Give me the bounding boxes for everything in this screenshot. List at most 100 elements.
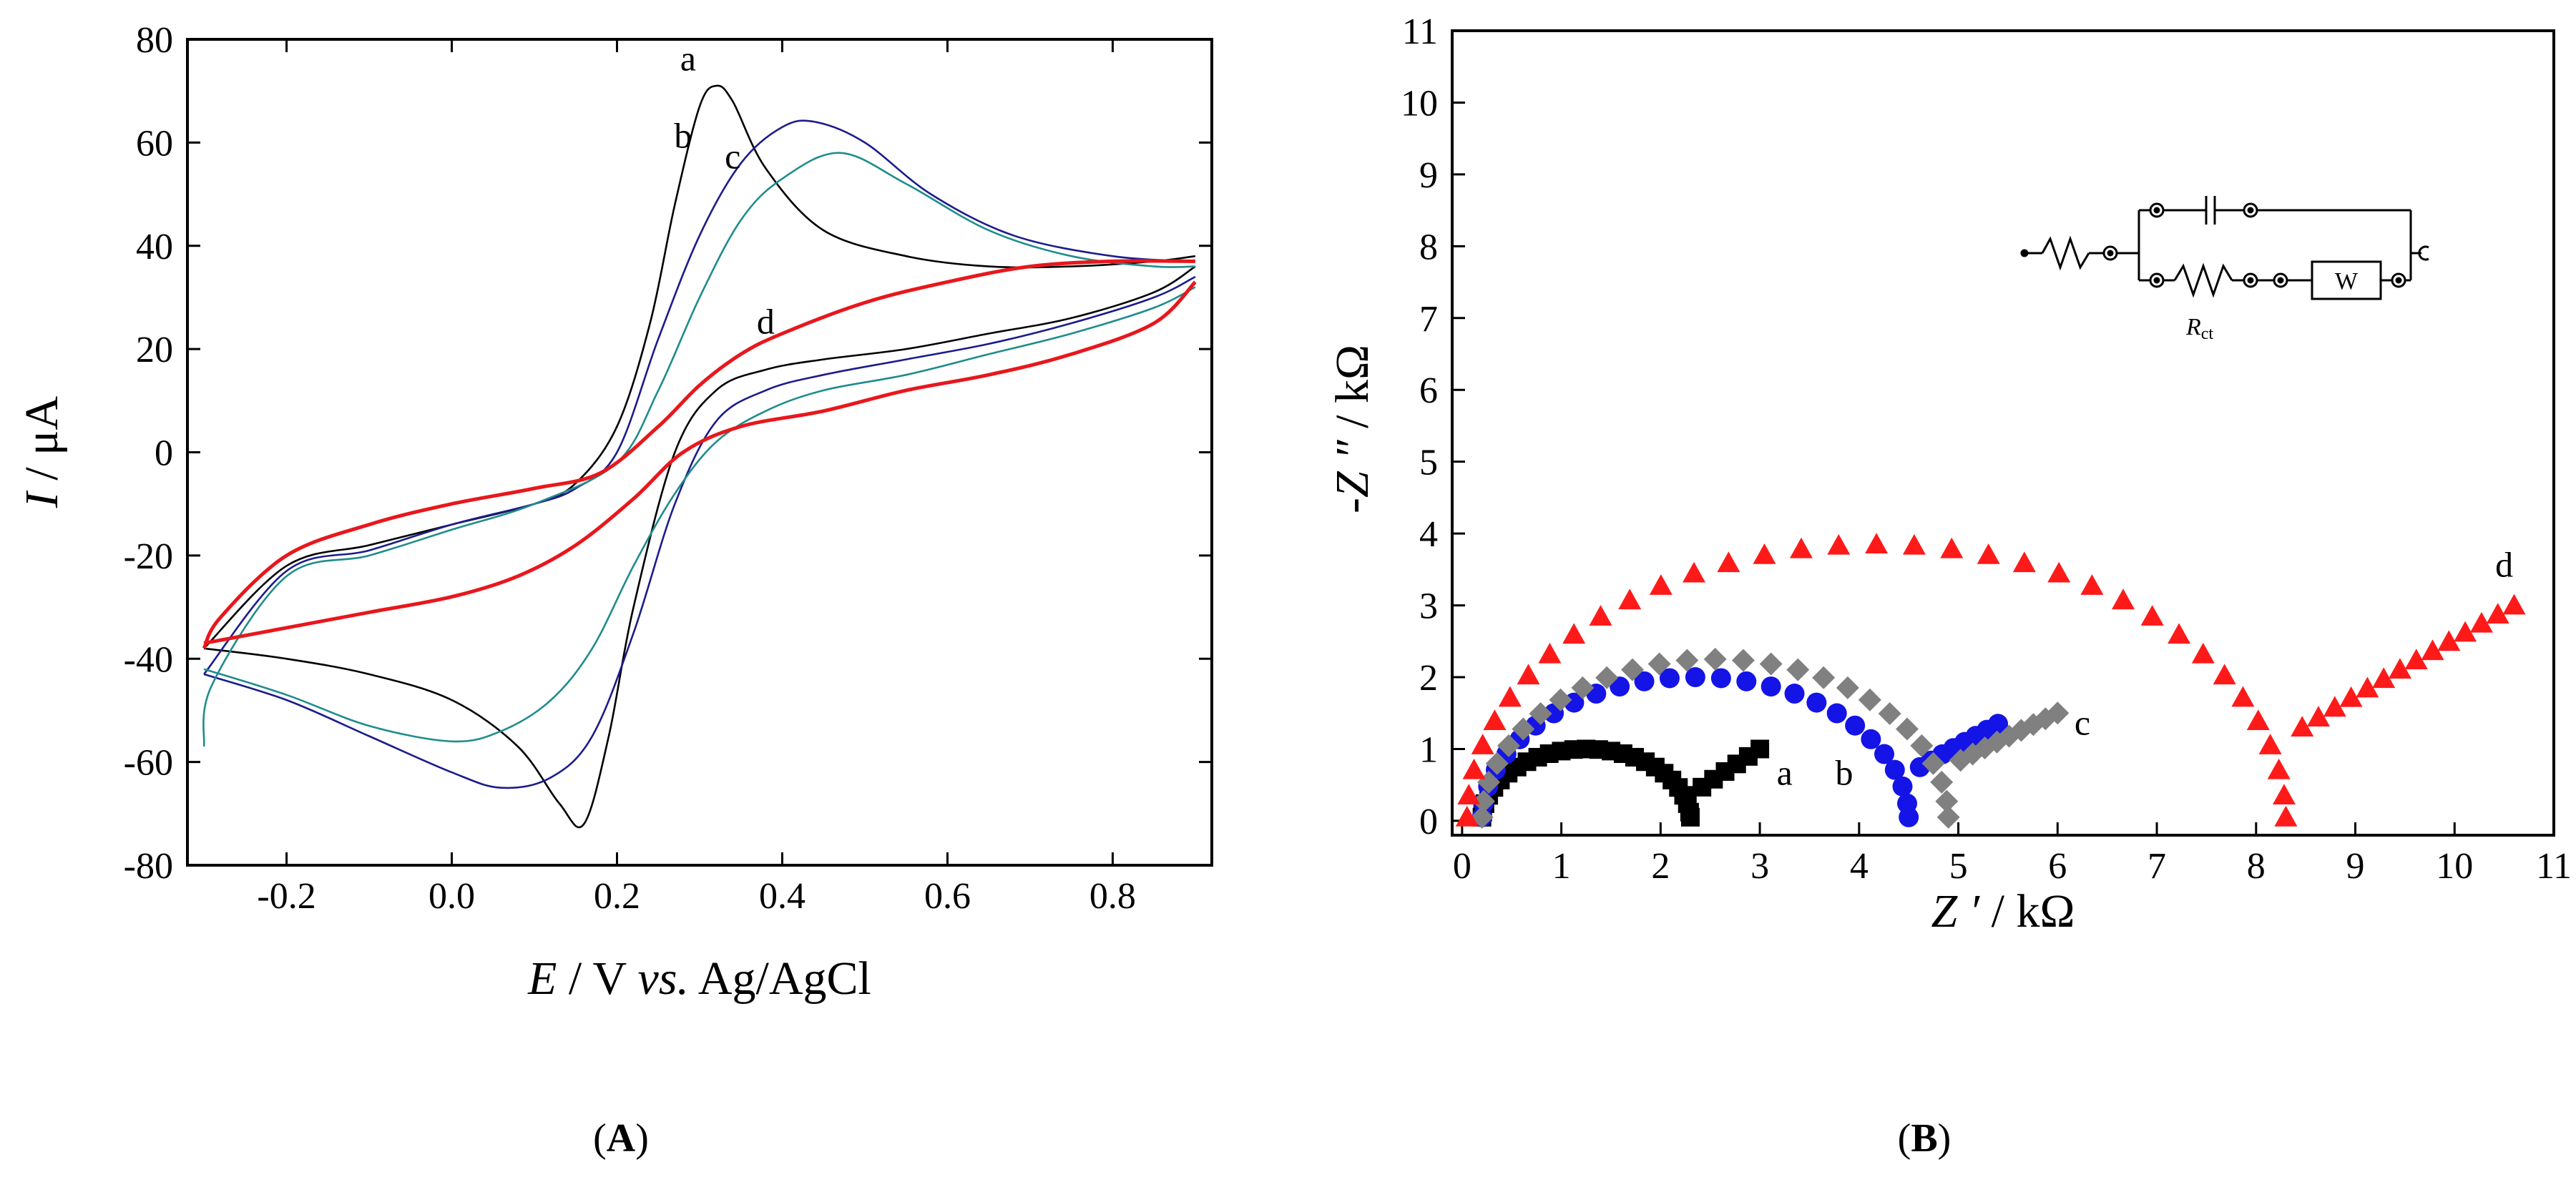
eis-point-d	[1902, 533, 1926, 555]
eis-y-axis-title: -Z ″ / kΩ	[1326, 345, 1378, 513]
eis-point-c	[2046, 701, 2070, 725]
eis-point-c	[1647, 652, 1671, 676]
cv-curve-b-reverse	[203, 275, 1196, 789]
cv-curve-labels: abc d	[674, 38, 774, 341]
eis-x-tick-label: 10	[2436, 846, 2473, 887]
eis-point-c	[1935, 789, 1959, 813]
eis-point-d	[2291, 716, 2314, 737]
eis-point-a	[1680, 807, 1700, 827]
eis-point-c	[1910, 734, 1934, 757]
cv-curve-c-forward	[202, 152, 1195, 747]
eis-point-b	[1760, 676, 1781, 697]
eis-point-c	[1812, 666, 1836, 689]
eis-point-c	[1512, 717, 1535, 741]
eis-point-c	[1595, 666, 1619, 689]
eis-y-tick-label: 4	[1419, 514, 1438, 555]
eis-x-tick-label: 7	[2148, 846, 2166, 887]
eis-point-c	[1997, 724, 2021, 748]
eis-point-d	[2404, 649, 2428, 669]
eis-x-tick-label: 1	[1552, 846, 1571, 887]
cv-y-tick-label: 60	[136, 123, 173, 164]
eis-point-d	[2191, 642, 2215, 664]
eis-x-tick-label: 9	[2346, 846, 2365, 887]
eis-point-d	[1683, 561, 1706, 583]
eis-point-d	[2421, 639, 2444, 661]
eis-point-d	[2012, 551, 2036, 573]
eis-point-b	[1685, 667, 1705, 688]
eis-point-d	[1865, 533, 1889, 553]
eis-plot-frame	[1451, 29, 2555, 837]
eis-point-b	[1988, 714, 2009, 734]
eis-point-c	[1703, 647, 1727, 671]
eis-point-d	[2267, 758, 2291, 779]
eis-y-tick-label: 7	[1419, 299, 1438, 340]
eis-point-c	[1858, 688, 1881, 711]
resistor-rct	[2173, 262, 2233, 298]
eis-x-tick-label: 4	[1850, 846, 1869, 887]
eis-point-d	[2454, 621, 2477, 642]
eis-y-tick-label: 5	[1419, 443, 1438, 483]
eis-x-tick-label: 2	[1651, 846, 1670, 887]
eis-point-d	[2306, 706, 2330, 727]
eis-y-tick-label: 1	[1419, 729, 1438, 770]
eis-point-d	[1717, 551, 1740, 573]
eis-point-c	[1731, 649, 1755, 672]
cv-chart: -0.2 0.0 0.2 0.4 0.6 0.8 80 60 40 20 0 -20 -40 -60 -80…	[16, 20, 1213, 1161]
eis-point-d	[1562, 623, 1586, 644]
cv-curve-a-reverse	[203, 265, 1196, 829]
cv-x-tick-label: 0.0	[428, 876, 475, 917]
eis-x-axis-title: Z ′ / kΩ	[1931, 885, 2075, 937]
eis-series-label-a: a	[1777, 753, 1793, 793]
cv-y-tick-label: -20	[124, 536, 173, 577]
cv-curve-label-c: c	[725, 136, 740, 176]
eis-x-tick-label: 3	[1750, 846, 1769, 887]
resistor-rs	[2041, 235, 2090, 271]
rct-label: Rct	[2185, 314, 2213, 343]
eis-point-d	[2323, 696, 2346, 717]
cv-y-tick-label: 80	[136, 20, 173, 61]
eis-point-b	[1610, 676, 1630, 697]
eis-point-d	[1649, 574, 1673, 595]
eis-y-tick-label: 11	[1402, 11, 1438, 52]
eis-point-d	[1589, 605, 1612, 626]
eis-x-tick-label: 5	[1949, 846, 1968, 887]
eis-series-labels: a b c d	[1777, 544, 2513, 792]
eis-point-d	[2231, 686, 2255, 707]
eis-point-d	[2047, 561, 2071, 583]
eis-y-tick-label: 0	[1419, 802, 1438, 842]
eis-point-c	[1936, 805, 1960, 829]
eis-point-c	[1471, 789, 1495, 813]
cv-x-tick-label: 0.2	[594, 876, 640, 917]
cv-curve-label-d: d	[757, 301, 775, 341]
eis-point-d	[2339, 686, 2363, 707]
eis-point-c	[1878, 702, 1901, 726]
eis-point-d	[2258, 734, 2282, 754]
cv-x-tick-label: 0.6	[924, 876, 971, 917]
eis-series-c	[1470, 647, 2070, 829]
eis-point-d	[2111, 588, 2135, 610]
eis-point-c	[1571, 676, 1595, 699]
eis-point-d	[1789, 537, 1813, 558]
cv-plot-frame	[186, 38, 1213, 867]
eis-point-d	[1471, 734, 1494, 754]
eis-point-a	[1750, 739, 1770, 759]
eis-point-b	[1874, 744, 1895, 764]
eis-point-b	[1899, 807, 1919, 827]
cv-x-axis-title: E / V vs. Ag/AgCl	[527, 952, 871, 1005]
eis-y-tick-label: 9	[1419, 155, 1438, 196]
eis-point-d	[1517, 664, 1540, 685]
panel-label-b: (B)	[1898, 1116, 1951, 1161]
eis-series-label-c: c	[2075, 702, 2090, 742]
eis-point-b	[1892, 776, 1913, 797]
panel-label-a: (A)	[593, 1116, 649, 1161]
cv-y-axis-title: I / μA	[16, 395, 68, 508]
eis-point-d	[2272, 784, 2296, 805]
cv-curve-b-forward	[203, 119, 1195, 675]
eis-point-b	[1845, 715, 1866, 736]
eis-point-d	[2246, 709, 2270, 731]
eis-y-tick-label: 10	[1401, 83, 1438, 124]
cv-y-tick-label: -60	[124, 743, 173, 784]
eis-point-d	[1827, 533, 1851, 555]
eis-point-b	[1806, 692, 1827, 713]
